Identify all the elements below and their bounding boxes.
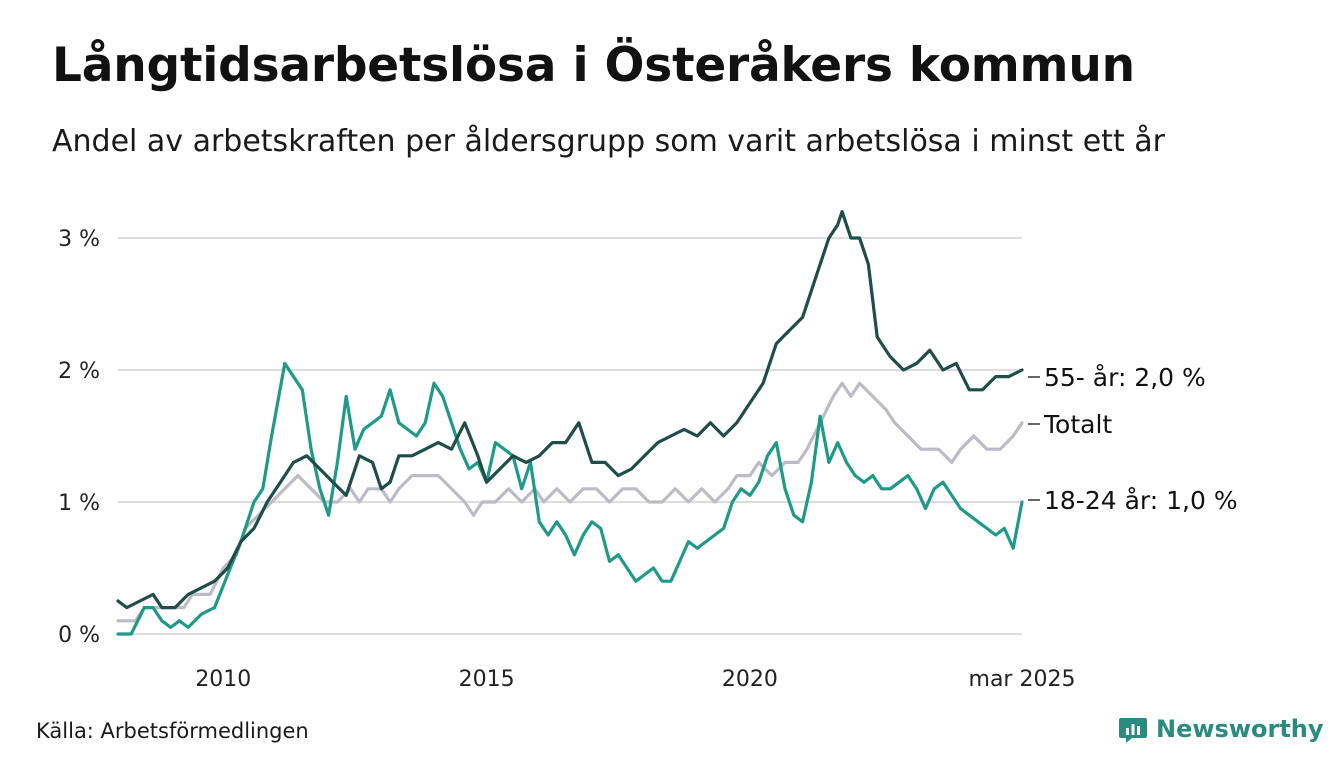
newsworthy-chart-icon (1119, 718, 1147, 743)
end-label-s55: 55- år: 2,0 % (1044, 363, 1206, 392)
y-tick-label: 2 % (58, 359, 100, 384)
series-lines (116, 210, 1024, 636)
y-axis: 0 % 1 % 2 % 3 % (58, 227, 100, 648)
x-tick-label: 2015 (459, 667, 515, 692)
y-tick-label: 1 % (58, 491, 100, 516)
x-tick-label: mar 2025 (969, 667, 1076, 692)
y-tick-label: 3 % (58, 227, 100, 252)
series-line-totalt (116, 381, 1024, 623)
x-tick-label: 2010 (195, 667, 251, 692)
chart-subtitle: Andel av arbetskraften per åldersgrupp s… (52, 124, 1165, 159)
series-line-s18_24 (116, 361, 1024, 636)
source-note: Källa: Arbetsförmedlingen (36, 719, 309, 743)
end-label-s18_24: 18-24 år: 1,0 % (1044, 486, 1238, 515)
brand-logo[interactable]: Newsworthy (1118, 714, 1324, 744)
series-line-s55 (116, 210, 1024, 610)
brand-name: Newsworthy (1156, 715, 1324, 743)
series-end-labels: Totalt 18-24 år: 1,0 % 55- år: 2,0 % (1028, 363, 1238, 515)
grid-lines (118, 237, 1022, 635)
x-tick-label: 2020 (722, 667, 778, 692)
x-axis: 2010 2015 2020 mar 2025 (195, 667, 1075, 692)
chart-title: Långtidsarbetslösa i Österåkers kommun (52, 38, 1135, 93)
end-label-totalt: Totalt (1043, 410, 1112, 439)
y-tick-label: 0 % (58, 623, 100, 648)
